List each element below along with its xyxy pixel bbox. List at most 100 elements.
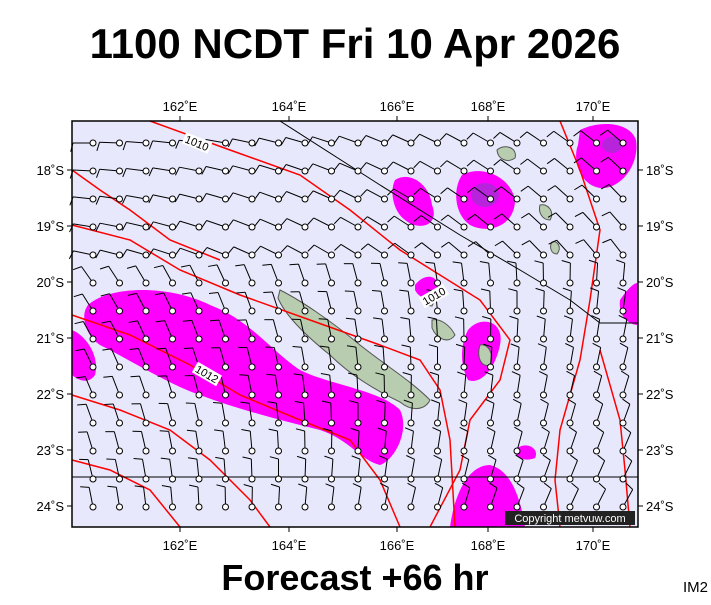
copyright: Copyright metvuw.com: [514, 513, 625, 525]
station: [117, 252, 123, 258]
station: [90, 392, 96, 398]
station: [514, 224, 520, 230]
station: [117, 476, 123, 482]
station: [567, 280, 573, 286]
station: [488, 364, 494, 370]
station: [276, 448, 282, 454]
station: [90, 336, 96, 342]
station: [382, 196, 388, 202]
station: [196, 448, 202, 454]
station: [382, 224, 388, 230]
station: [249, 420, 255, 426]
station: [408, 476, 414, 482]
station: [488, 196, 494, 202]
image-code: IM2: [683, 579, 708, 596]
lat-label: 19˚S: [646, 219, 674, 234]
station: [382, 280, 388, 286]
station: [223, 308, 229, 314]
station: [408, 280, 414, 286]
station: [594, 308, 600, 314]
station: [90, 504, 96, 510]
barb-flag: [290, 264, 299, 265]
station: [461, 364, 467, 370]
station: [461, 420, 467, 426]
station: [90, 308, 96, 314]
station: [302, 364, 308, 370]
station: [408, 392, 414, 398]
station: [223, 252, 229, 258]
station: [567, 420, 573, 426]
station: [620, 392, 626, 398]
station: [302, 308, 308, 314]
station: [302, 140, 308, 146]
station: [302, 280, 308, 286]
station: [514, 168, 520, 174]
station: [594, 196, 600, 202]
forecast-label: Forecast +66 hr: [221, 557, 488, 598]
station: [408, 168, 414, 174]
station: [143, 420, 149, 426]
station: [488, 252, 494, 258]
station: [355, 392, 361, 398]
station: [249, 336, 255, 342]
station: [276, 504, 282, 510]
station: [170, 168, 176, 174]
lat-label: 23˚S: [646, 443, 674, 458]
station: [276, 336, 282, 342]
station: [620, 448, 626, 454]
station: [117, 280, 123, 286]
station: [90, 224, 96, 230]
station: [620, 252, 626, 258]
lat-label: 21˚S: [646, 331, 674, 346]
station: [408, 336, 414, 342]
barb-flag: [80, 487, 89, 488]
station: [594, 504, 600, 510]
station: [594, 448, 600, 454]
station: [90, 364, 96, 370]
lon-label: 168˚E: [471, 99, 506, 114]
station: [355, 308, 361, 314]
lat-label: 24˚S: [646, 499, 674, 514]
barb-flag: [210, 320, 219, 321]
station: [196, 504, 202, 510]
station: [488, 140, 494, 146]
station: [435, 420, 441, 426]
station: [223, 364, 229, 370]
station: [514, 280, 520, 286]
station: [620, 140, 626, 146]
station: [143, 392, 149, 398]
station: [594, 140, 600, 146]
station: [90, 196, 96, 202]
lon-label: 166˚E: [380, 99, 415, 114]
station: [488, 280, 494, 286]
station: [249, 504, 255, 510]
station: [117, 224, 123, 230]
station: [567, 392, 573, 398]
station: [90, 280, 96, 286]
station: [541, 196, 547, 202]
station: [541, 364, 547, 370]
station: [196, 280, 202, 286]
station: [223, 392, 229, 398]
station: [594, 364, 600, 370]
station: [276, 140, 282, 146]
station: [567, 336, 573, 342]
station: [435, 336, 441, 342]
station: [223, 196, 229, 202]
station: [435, 196, 441, 202]
station: [249, 448, 255, 454]
station: [143, 504, 149, 510]
station: [435, 280, 441, 286]
station: [382, 168, 388, 174]
station: [461, 252, 467, 258]
station: [329, 392, 335, 398]
station: [302, 224, 308, 230]
station: [223, 336, 229, 342]
lon-label: 162˚E: [163, 99, 198, 114]
station: [276, 308, 282, 314]
station: [355, 476, 361, 482]
lon-label: 168˚E: [471, 538, 506, 553]
station: [355, 336, 361, 342]
station: [488, 168, 494, 174]
station: [117, 448, 123, 454]
